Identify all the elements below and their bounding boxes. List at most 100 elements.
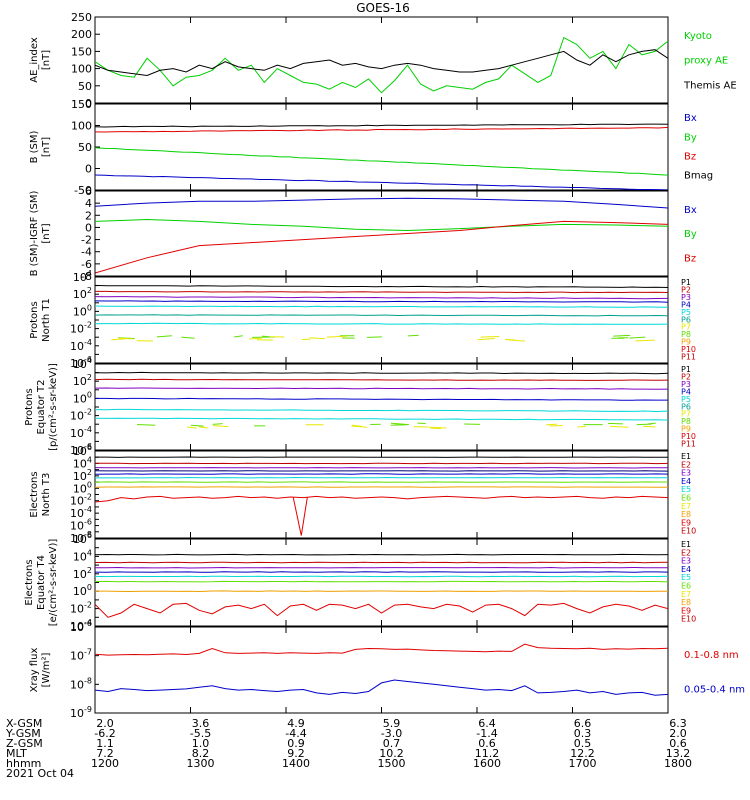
channel-noisy-line bbox=[95, 495, 668, 503]
x-row-value: 1400 bbox=[282, 757, 310, 770]
x-row-value: 1200 bbox=[91, 757, 119, 770]
sparse-segment bbox=[635, 339, 655, 342]
series-themis-ae bbox=[95, 49, 668, 77]
panel-plot-area bbox=[95, 123, 668, 190]
legend-label: P9 bbox=[681, 338, 691, 347]
y-tick-label: 150 bbox=[71, 98, 92, 111]
x-row-value: 1500 bbox=[378, 757, 406, 770]
legend-label: P10 bbox=[681, 345, 696, 354]
y-axis-label: [nT] bbox=[41, 50, 52, 70]
y-tick-label: 102 bbox=[73, 468, 92, 483]
channel-line bbox=[95, 371, 668, 375]
y-tick-label: 102 bbox=[73, 286, 92, 301]
channel-line bbox=[95, 314, 668, 317]
legend-label: E7 bbox=[681, 502, 691, 511]
x-row-value: 7.2 bbox=[96, 747, 114, 760]
x-row-value: 4.9 bbox=[287, 717, 305, 730]
series-by bbox=[95, 147, 668, 176]
x-row-value: 1300 bbox=[187, 757, 215, 770]
series-bmag bbox=[95, 123, 668, 128]
y-tick-label: 10-2 bbox=[70, 321, 92, 336]
panel-frame bbox=[94, 450, 669, 539]
channel-line bbox=[95, 575, 668, 578]
legend-label: By bbox=[684, 132, 697, 143]
series-bx bbox=[95, 197, 668, 209]
y-tick-label: 104 bbox=[73, 455, 92, 470]
y-tick-label: 10-2 bbox=[70, 408, 92, 423]
series-0-1-0-8-nm bbox=[95, 643, 668, 656]
y-tick-label: 4 bbox=[85, 197, 92, 210]
y-axis-label: North T1 bbox=[41, 298, 52, 342]
sparse-segment bbox=[111, 338, 125, 341]
x-row-value: 1800 bbox=[664, 757, 692, 770]
legend-label: E5 bbox=[681, 485, 691, 494]
legend-label: Bmag bbox=[684, 171, 713, 182]
y-tick-label: 10-2 bbox=[70, 601, 92, 616]
y-tick-label: 10-6 bbox=[70, 619, 92, 634]
legend-label: P7 bbox=[681, 410, 691, 419]
channel-line bbox=[95, 417, 668, 421]
x-row-value: 1600 bbox=[473, 757, 501, 770]
y-tick-label: 10-8 bbox=[70, 676, 92, 691]
y-tick-label: 2 bbox=[85, 209, 92, 222]
y-axis-label: [nT] bbox=[41, 223, 52, 243]
sparse-segment bbox=[198, 426, 209, 429]
y-tick-label: 50 bbox=[78, 80, 92, 93]
x-row-value: 6.3 bbox=[669, 717, 687, 730]
x-axis-table: X-GSM 2.0 3.6 4.9 5.9 6.4 6.6 6.3 Y-GSM -6.2 -5.5 -… bbox=[5, 717, 692, 780]
sparse-segment bbox=[608, 422, 623, 425]
y-tick-label: 100 bbox=[73, 303, 92, 318]
y-tick-label: 106 bbox=[73, 443, 92, 458]
y-tick-label: 0 bbox=[85, 221, 92, 234]
panel-plot-area bbox=[95, 456, 668, 536]
panel-pnt1: 10-6 10-4 10-2 100 102 104 Protons North T1 P1P2… bbox=[29, 269, 696, 370]
series-by bbox=[95, 218, 668, 232]
y-axis-label: Equator T2 bbox=[36, 380, 47, 435]
y-tick-label: -2 bbox=[81, 234, 92, 247]
y-axis-label: [nT] bbox=[41, 137, 52, 157]
legend-label: By bbox=[684, 229, 697, 240]
legend-label: proxy AE bbox=[684, 56, 728, 67]
plot-title: GOES-16 bbox=[356, 1, 410, 15]
panel-frame bbox=[94, 626, 669, 714]
sparse-segment bbox=[181, 336, 195, 339]
legend-label: E6 bbox=[681, 582, 691, 591]
sparse-segment bbox=[212, 423, 223, 425]
channel-line bbox=[95, 290, 668, 294]
x-row-value: 8.2 bbox=[192, 747, 210, 760]
y-tick-label: 0 bbox=[85, 97, 92, 110]
y-tick-label: 10-8 bbox=[70, 530, 92, 545]
sparse-segment bbox=[249, 337, 262, 340]
y-tick-label: -50 bbox=[74, 184, 92, 197]
channel-line bbox=[95, 571, 668, 573]
legend-label: E10 bbox=[681, 527, 696, 536]
channel-line bbox=[95, 580, 668, 583]
y-tick-label: 10-7 bbox=[70, 648, 92, 663]
sparse-segment bbox=[309, 337, 326, 340]
y-tick-label: 10-4 bbox=[70, 425, 92, 440]
x-row-name: hhmm bbox=[6, 757, 41, 770]
legend-label: E8 bbox=[681, 598, 691, 607]
legend-label: E4 bbox=[681, 477, 691, 486]
y-axis-label: B (SM)-IGRF (SM) bbox=[29, 191, 40, 277]
series-kyoto-proxy-ae bbox=[95, 36, 668, 94]
legend-label: P8 bbox=[681, 330, 691, 339]
legend-label: E5 bbox=[681, 573, 691, 582]
x-row-value: 6.6 bbox=[574, 717, 592, 730]
series-bz bbox=[95, 126, 668, 133]
legend-label: E7 bbox=[681, 590, 691, 599]
x-row-value: -5.5 bbox=[190, 727, 211, 740]
y-tick-label: 10-4 bbox=[70, 338, 92, 353]
sparse-segment bbox=[234, 335, 243, 338]
legend-label: P11 bbox=[681, 353, 696, 362]
x-row-value: 0.3 bbox=[574, 727, 592, 740]
sparse-segment bbox=[187, 426, 197, 429]
x-row-value: 0.7 bbox=[383, 737, 401, 750]
y-tick-label: 0 bbox=[85, 163, 92, 176]
x-row-name: MLT bbox=[6, 747, 27, 760]
date-label: 2021 Oct 04 bbox=[6, 767, 74, 780]
legend-label: E6 bbox=[681, 494, 691, 503]
y-tick-label: 10-4 bbox=[70, 505, 92, 520]
panel-plot-area bbox=[95, 643, 668, 696]
